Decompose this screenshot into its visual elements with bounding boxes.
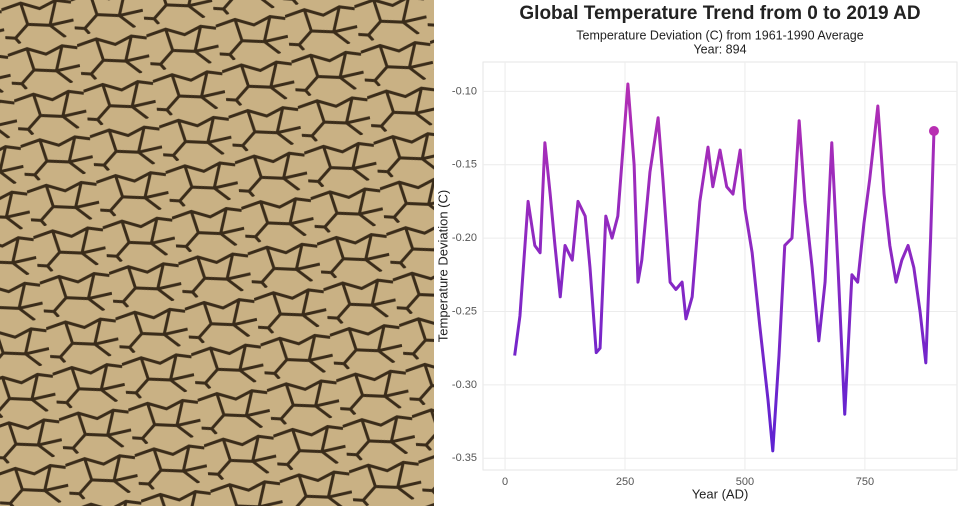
x-tick-label: 500 [736,476,754,488]
year-annotation: Year: 894 [693,42,746,56]
y-tick-label: -0.10 [452,85,477,97]
x-axis-label: Year (AD) [692,486,749,501]
temperature-line [513,82,936,453]
chart-subtitle: Temperature Deviation (C) from 1961-1990… [576,28,863,42]
background-photo [0,0,434,506]
y-tick-label: -0.30 [452,379,477,391]
y-axis-label: Temperature Deviation (C) [435,190,450,342]
plot-border [482,61,958,471]
y-tick-label: -0.25 [452,305,477,317]
y-tick-label: -0.20 [452,232,477,244]
y-tick-label: -0.15 [452,159,477,171]
x-tick-label: 750 [856,476,874,488]
chart-title: Global Temperature Trend from 0 to 2019 … [519,3,920,24]
current-point [928,125,939,136]
x-tick-label: 0 [502,476,508,488]
x-tick-label: 250 [616,476,634,488]
y-tick-label: -0.35 [452,452,477,464]
